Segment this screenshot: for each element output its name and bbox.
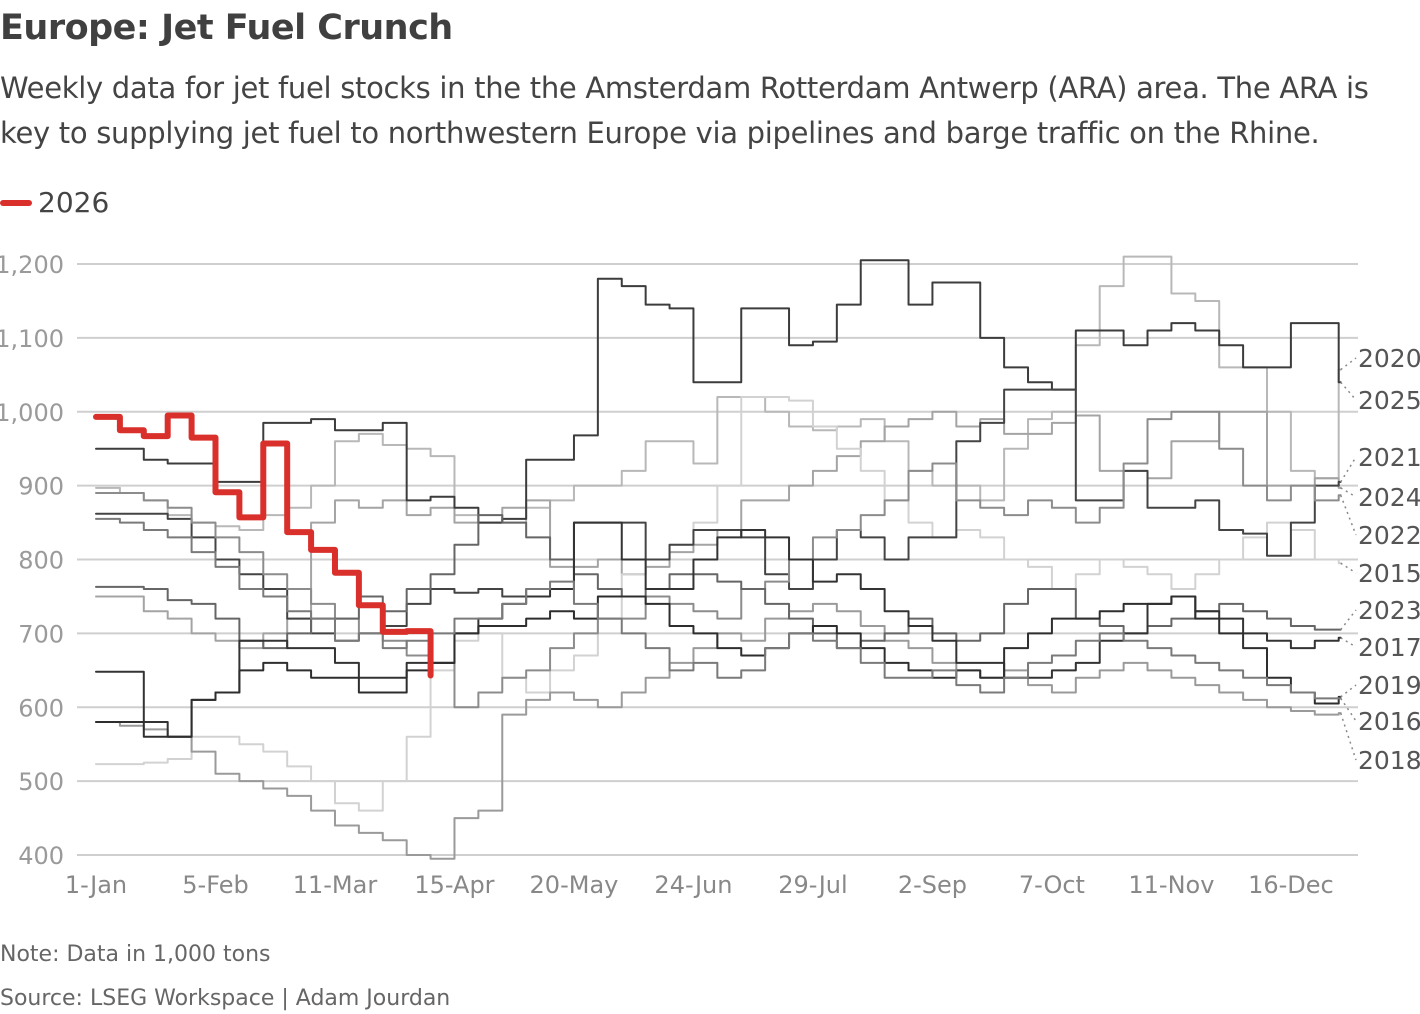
x-tick-label: 20-May bbox=[530, 871, 619, 899]
y-tick-label: 1,000 bbox=[0, 399, 64, 427]
x-tick-label: 11-Nov bbox=[1128, 871, 1214, 899]
series-line-2020 bbox=[95, 255, 1342, 531]
x-tick-label: 24-Jun bbox=[654, 871, 732, 899]
data-note: Note: Data in 1,000 tons bbox=[0, 942, 271, 967]
label-connector bbox=[1340, 637, 1357, 648]
y-tick-label: 500 bbox=[18, 768, 64, 796]
series-label-2016: 2016 bbox=[1358, 707, 1420, 736]
label-connector bbox=[1340, 609, 1357, 631]
y-tick-label: 600 bbox=[18, 694, 64, 722]
series-line-2022 bbox=[95, 410, 1342, 709]
x-tick-label: 29-Jul bbox=[778, 871, 848, 899]
y-tick-label: 900 bbox=[18, 473, 64, 501]
label-connector bbox=[1340, 697, 1357, 722]
x-tick-label: 15-Apr bbox=[414, 871, 494, 899]
chart-title: Europe: Jet Fuel Crunch bbox=[0, 8, 453, 48]
series-line-2016 bbox=[95, 517, 1342, 700]
y-tick-label: 700 bbox=[18, 620, 64, 648]
series-label-2023: 2023 bbox=[1358, 596, 1420, 625]
series-label-2025: 2025 bbox=[1358, 386, 1420, 415]
label-connector bbox=[1340, 381, 1357, 401]
series-label-2015: 2015 bbox=[1358, 559, 1420, 588]
y-tick-label: 400 bbox=[18, 842, 64, 870]
label-connector bbox=[1339, 494, 1357, 536]
series-label-2024: 2024 bbox=[1358, 483, 1420, 512]
series-line-2018 bbox=[95, 602, 1342, 860]
source-note: Source: LSEG Workspace | Adam Jourdan bbox=[0, 986, 451, 1011]
x-tick-label: 11-Mar bbox=[293, 871, 378, 899]
label-connector bbox=[1340, 562, 1357, 574]
series-label-2018: 2018 bbox=[1358, 746, 1420, 775]
legend-label-2026: 2026 bbox=[38, 186, 110, 219]
series-label-2022: 2022 bbox=[1358, 521, 1420, 550]
label-connector bbox=[1340, 487, 1357, 498]
x-tick-label: 16-Dec bbox=[1248, 871, 1334, 899]
series-line-2019 bbox=[95, 595, 1342, 738]
series-label-2017: 2017 bbox=[1358, 633, 1420, 662]
series-label-2019: 2019 bbox=[1358, 671, 1420, 700]
series-line-2025 bbox=[95, 259, 1342, 524]
x-tick-label: 1-Jan bbox=[65, 871, 127, 899]
x-tick-label: 7-Oct bbox=[1019, 871, 1085, 899]
series-label-2021: 2021 bbox=[1358, 443, 1420, 472]
series-line-2026 bbox=[93, 412, 434, 679]
y-tick-label: 1,200 bbox=[0, 251, 64, 279]
series-line-2017 bbox=[95, 521, 1342, 738]
legend: 2026 bbox=[0, 186, 109, 219]
series-line-2015 bbox=[95, 395, 1342, 812]
label-connector bbox=[1339, 712, 1357, 761]
legend-swatch-2026 bbox=[0, 199, 32, 206]
y-tick-label: 1,100 bbox=[0, 325, 64, 353]
label-connector bbox=[1340, 357, 1357, 371]
y-tick-label: 800 bbox=[18, 547, 64, 575]
label-connector bbox=[1340, 684, 1357, 698]
x-tick-label: 5-Feb bbox=[182, 871, 248, 899]
x-tick-label: 2-Sep bbox=[898, 871, 967, 899]
series-label-2020: 2020 bbox=[1358, 344, 1420, 373]
label-connector bbox=[1340, 456, 1357, 483]
chart-subtitle: Weekly data for jet fuel stocks in the t… bbox=[0, 71, 1369, 150]
